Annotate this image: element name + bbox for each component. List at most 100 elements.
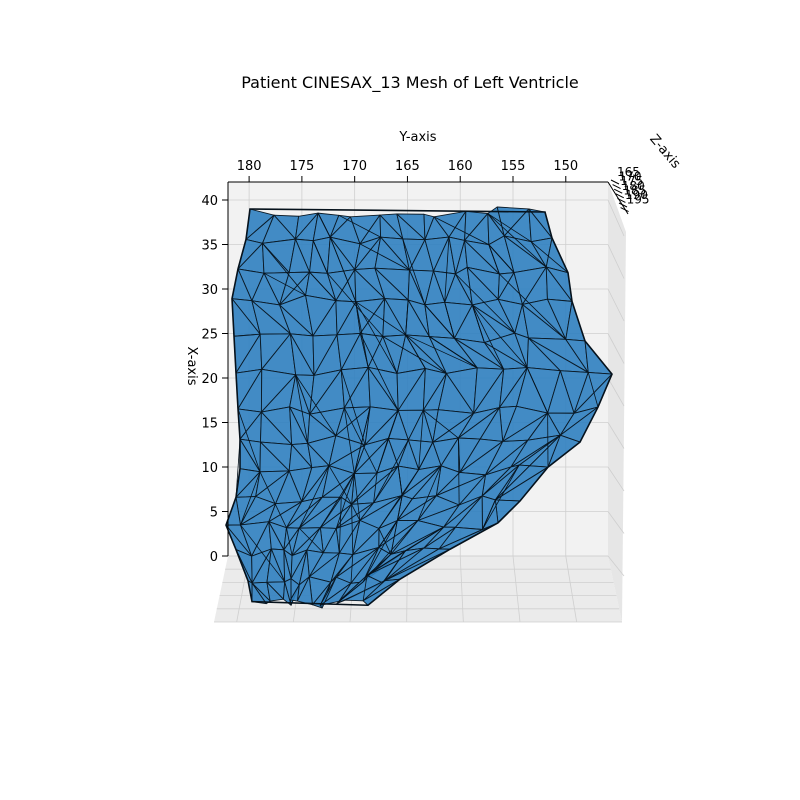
mesh-edge xyxy=(376,410,399,474)
mesh-edge xyxy=(378,498,413,548)
mesh-edge xyxy=(362,520,398,583)
chart-title: Patient CINESAX_13 Mesh of Left Ventricl… xyxy=(241,73,579,93)
z-axis-label: Z-axis xyxy=(646,132,683,172)
z-tick-mark xyxy=(615,193,625,199)
x-tick-label: 20 xyxy=(201,372,218,387)
x-tick-label: 15 xyxy=(201,417,218,432)
mesh-edge xyxy=(488,244,500,275)
mesh-edge xyxy=(340,369,366,445)
mesh-edge xyxy=(327,272,384,337)
y-tick-label: 175 xyxy=(289,159,314,174)
mesh-edge xyxy=(319,473,355,528)
y-tick-label: 165 xyxy=(395,159,420,174)
mesh-edge xyxy=(417,465,442,521)
y-tick-label: 170 xyxy=(342,159,367,174)
grid-line-x-side xyxy=(607,288,625,322)
mesh-edge xyxy=(373,472,378,503)
mesh-edge xyxy=(298,465,330,529)
mesh-edge xyxy=(328,465,352,505)
mesh-edge xyxy=(471,304,485,343)
mesh-edge xyxy=(495,434,561,501)
z-tick-mark xyxy=(620,207,629,213)
mesh-edge xyxy=(343,407,378,474)
mesh-edge xyxy=(390,520,398,555)
x-tick-label: 0 xyxy=(210,550,218,565)
z-tick-label: 175 xyxy=(620,174,643,188)
z-tick-mark xyxy=(617,197,626,203)
grid-line-x-side xyxy=(607,199,625,237)
mesh-edge xyxy=(237,408,261,472)
grid-line-y-floor xyxy=(459,555,464,623)
mesh-edge xyxy=(312,240,328,274)
mesh-edge xyxy=(355,301,406,336)
z-tick-label: 165 xyxy=(617,165,640,179)
mesh-edge xyxy=(499,273,567,340)
mesh-edge xyxy=(329,237,357,302)
mesh-edge xyxy=(259,471,287,528)
z-tick-label: 195 xyxy=(627,193,650,207)
mesh-outline xyxy=(225,208,613,607)
mesh-edge xyxy=(382,336,447,374)
mesh-edge xyxy=(530,241,569,274)
mesh-edge xyxy=(482,499,496,530)
mesh-edge xyxy=(286,527,293,556)
mesh-edge xyxy=(433,216,490,246)
mesh-edge xyxy=(587,372,599,408)
x-tick-label: 35 xyxy=(201,239,218,254)
grid-line-x-side xyxy=(607,244,625,279)
mesh-edge xyxy=(418,410,424,470)
y-tick-label: 180 xyxy=(237,159,262,174)
mesh-edge xyxy=(262,243,306,296)
mesh-edge xyxy=(295,374,309,444)
grid-line-x-side xyxy=(607,422,625,449)
ventricle-mesh xyxy=(225,206,613,609)
mesh-edge xyxy=(487,213,547,268)
z-tick-mark xyxy=(613,188,623,194)
z-tick-label: 185 xyxy=(623,183,646,197)
mesh-triangle xyxy=(319,576,337,609)
mesh-triangle xyxy=(289,584,300,602)
mesh-edge xyxy=(338,214,381,238)
x-axis-label: X-axis xyxy=(184,347,199,386)
mesh-edge xyxy=(362,520,419,583)
z-tick-mark xyxy=(618,202,628,208)
mesh-edge xyxy=(405,299,409,335)
mesh-edge xyxy=(373,439,409,503)
mesh-edge xyxy=(405,334,426,369)
mesh-edge xyxy=(429,336,478,369)
z-tick-mark xyxy=(612,184,621,190)
mesh-edge xyxy=(319,582,332,606)
mesh-edge xyxy=(402,238,426,305)
mesh-edge xyxy=(423,409,459,439)
mesh-edge xyxy=(526,367,549,414)
mesh-edge xyxy=(338,581,364,602)
axis-lines xyxy=(222,176,629,557)
mesh-edge xyxy=(444,237,450,303)
mesh-edge xyxy=(424,304,455,339)
z-tick-label: 170 xyxy=(619,170,642,184)
grid-line-x-side xyxy=(607,333,625,364)
mesh-edge xyxy=(309,271,337,301)
mesh-edge xyxy=(240,524,285,583)
mesh-edge xyxy=(263,272,306,296)
mesh-edge xyxy=(382,550,406,584)
mesh-triangle xyxy=(266,581,284,602)
mesh-edge xyxy=(397,465,403,496)
side-pane xyxy=(608,182,626,622)
mesh-edge xyxy=(295,374,337,436)
z-axis-line xyxy=(607,181,629,215)
mesh-edge xyxy=(240,471,261,526)
x-tick-label: 25 xyxy=(201,328,218,343)
x-tick-label: 5 xyxy=(210,506,218,521)
mesh-edge xyxy=(335,473,355,529)
mesh-edge xyxy=(471,304,505,370)
y-tick-label: 150 xyxy=(553,159,578,174)
grid-line-x-side xyxy=(607,511,625,534)
mesh-edge xyxy=(405,334,478,369)
mesh-edge xyxy=(362,575,368,601)
mesh-edge xyxy=(298,527,324,554)
mesh-edge xyxy=(455,273,516,334)
mesh-edge xyxy=(351,504,354,555)
